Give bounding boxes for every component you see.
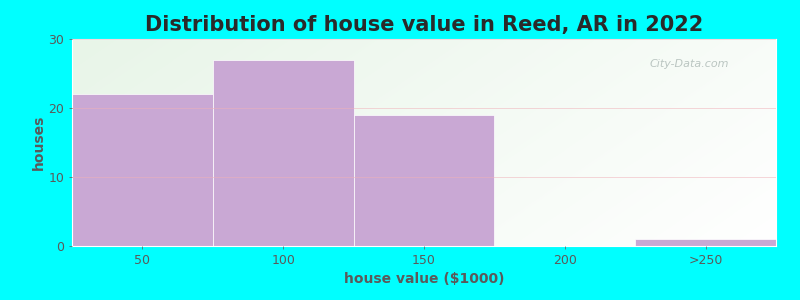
X-axis label: house value ($1000): house value ($1000) — [344, 272, 504, 286]
Bar — [72, 94, 213, 246]
Bar — [213, 60, 354, 246]
Y-axis label: houses: houses — [32, 115, 46, 170]
Bar — [354, 115, 494, 246]
Text: City-Data.com: City-Data.com — [650, 59, 729, 69]
Title: Distribution of house value in Reed, AR in 2022: Distribution of house value in Reed, AR … — [145, 15, 703, 35]
Bar — [635, 239, 776, 246]
